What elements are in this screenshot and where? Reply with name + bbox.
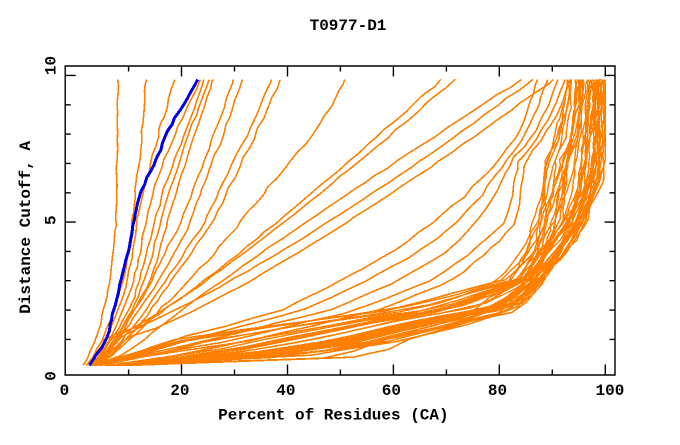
- svg-text:100: 100: [595, 382, 624, 400]
- svg-text:T0977-D1: T0977-D1: [310, 17, 387, 35]
- svg-text:40: 40: [276, 382, 295, 400]
- svg-text:20: 20: [170, 382, 189, 400]
- svg-text:Distance Cutoff, A: Distance Cutoff, A: [17, 141, 35, 314]
- svg-text:Percent of Residues (CA): Percent of Residues (CA): [218, 407, 448, 425]
- svg-text:80: 80: [488, 382, 507, 400]
- svg-text:0: 0: [42, 371, 60, 381]
- svg-text:60: 60: [382, 382, 401, 400]
- svg-text:10: 10: [42, 56, 60, 75]
- svg-text:5: 5: [42, 215, 60, 225]
- svg-text:0: 0: [60, 382, 70, 400]
